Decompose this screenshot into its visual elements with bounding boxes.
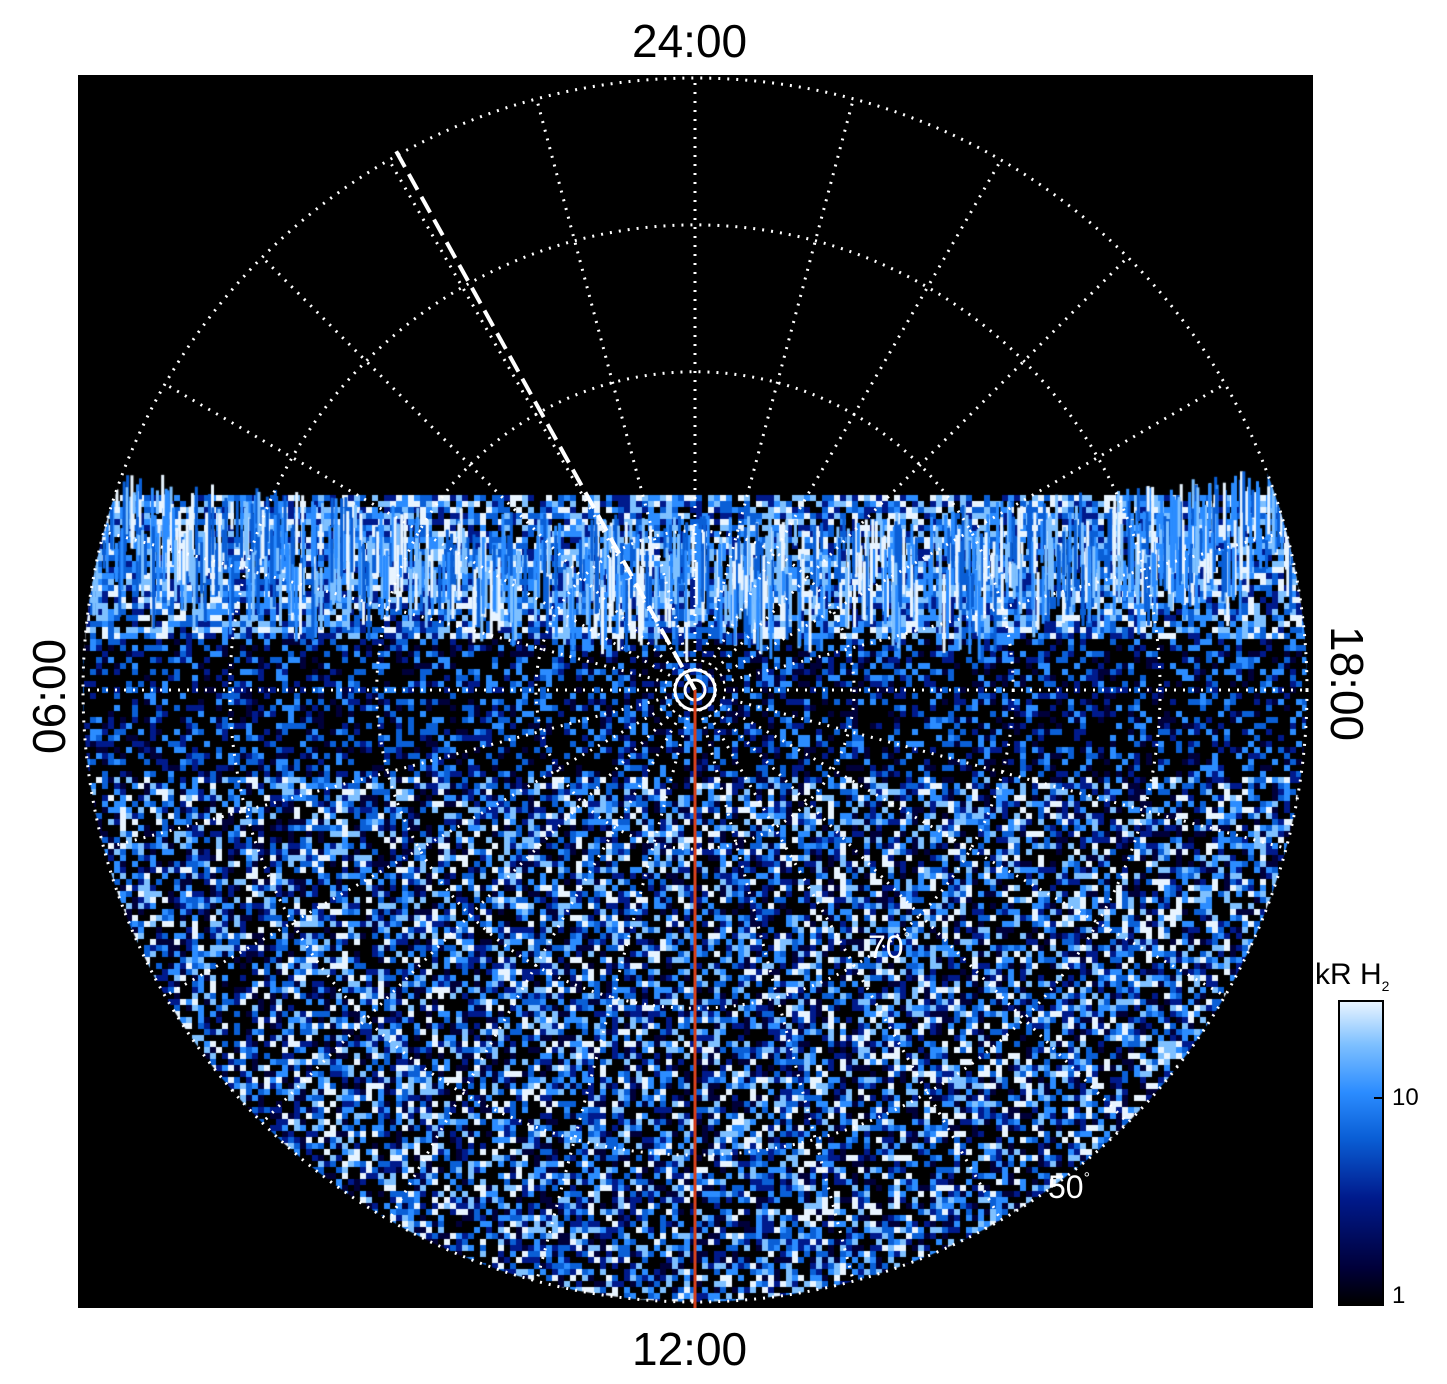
local-time-meridian — [708, 703, 1129, 1124]
local-time-label-bottom: 12:00 — [632, 1323, 748, 1375]
local-time-meridian — [713, 693, 1287, 850]
latitude-circle — [81, 76, 1309, 1304]
dashed-meridian-line — [394, 150, 697, 691]
polar-grid-overlay — [81, 76, 1309, 1308]
local-time-meridian — [713, 530, 1287, 687]
local-time-meridian — [711, 382, 1226, 682]
colorbar-tick-mark-10 — [1374, 1097, 1384, 1099]
local-time-meridian — [535, 708, 692, 1282]
local-time-meridian — [535, 98, 692, 672]
local-time-label-left: 06:00 — [23, 638, 75, 754]
local-time-meridian — [698, 708, 855, 1282]
colorbar-title: kR H2 — [1315, 958, 1390, 994]
local-time-meridian — [103, 530, 677, 687]
local-time-meridian — [708, 256, 1129, 677]
local-time-meridian — [387, 706, 687, 1221]
local-time-meridian — [703, 706, 1003, 1221]
local-time-meridian — [711, 698, 1226, 998]
latitude-circle — [534, 529, 856, 851]
local-time-meridian — [703, 159, 1003, 674]
latitude-label-50: 50° — [1048, 1169, 1090, 1205]
local-time-label-top: 24:00 — [632, 15, 748, 67]
local-time-meridian — [164, 382, 679, 682]
colorbar-tick-10: 10 — [1392, 1084, 1419, 1111]
local-time-meridian — [261, 256, 682, 677]
polar-projection-plot: 70° 50° — [78, 75, 1313, 1308]
latitude-label-70: 70° — [868, 929, 910, 965]
local-time-label-right: 18:00 — [1321, 626, 1373, 742]
local-time-meridian — [164, 698, 679, 998]
local-time-meridian — [103, 693, 677, 850]
colorbar-tick-1: 1 — [1392, 1282, 1406, 1309]
colorbar — [1338, 1000, 1384, 1306]
local-time-meridian — [261, 703, 682, 1124]
local-time-meridian — [698, 98, 855, 672]
